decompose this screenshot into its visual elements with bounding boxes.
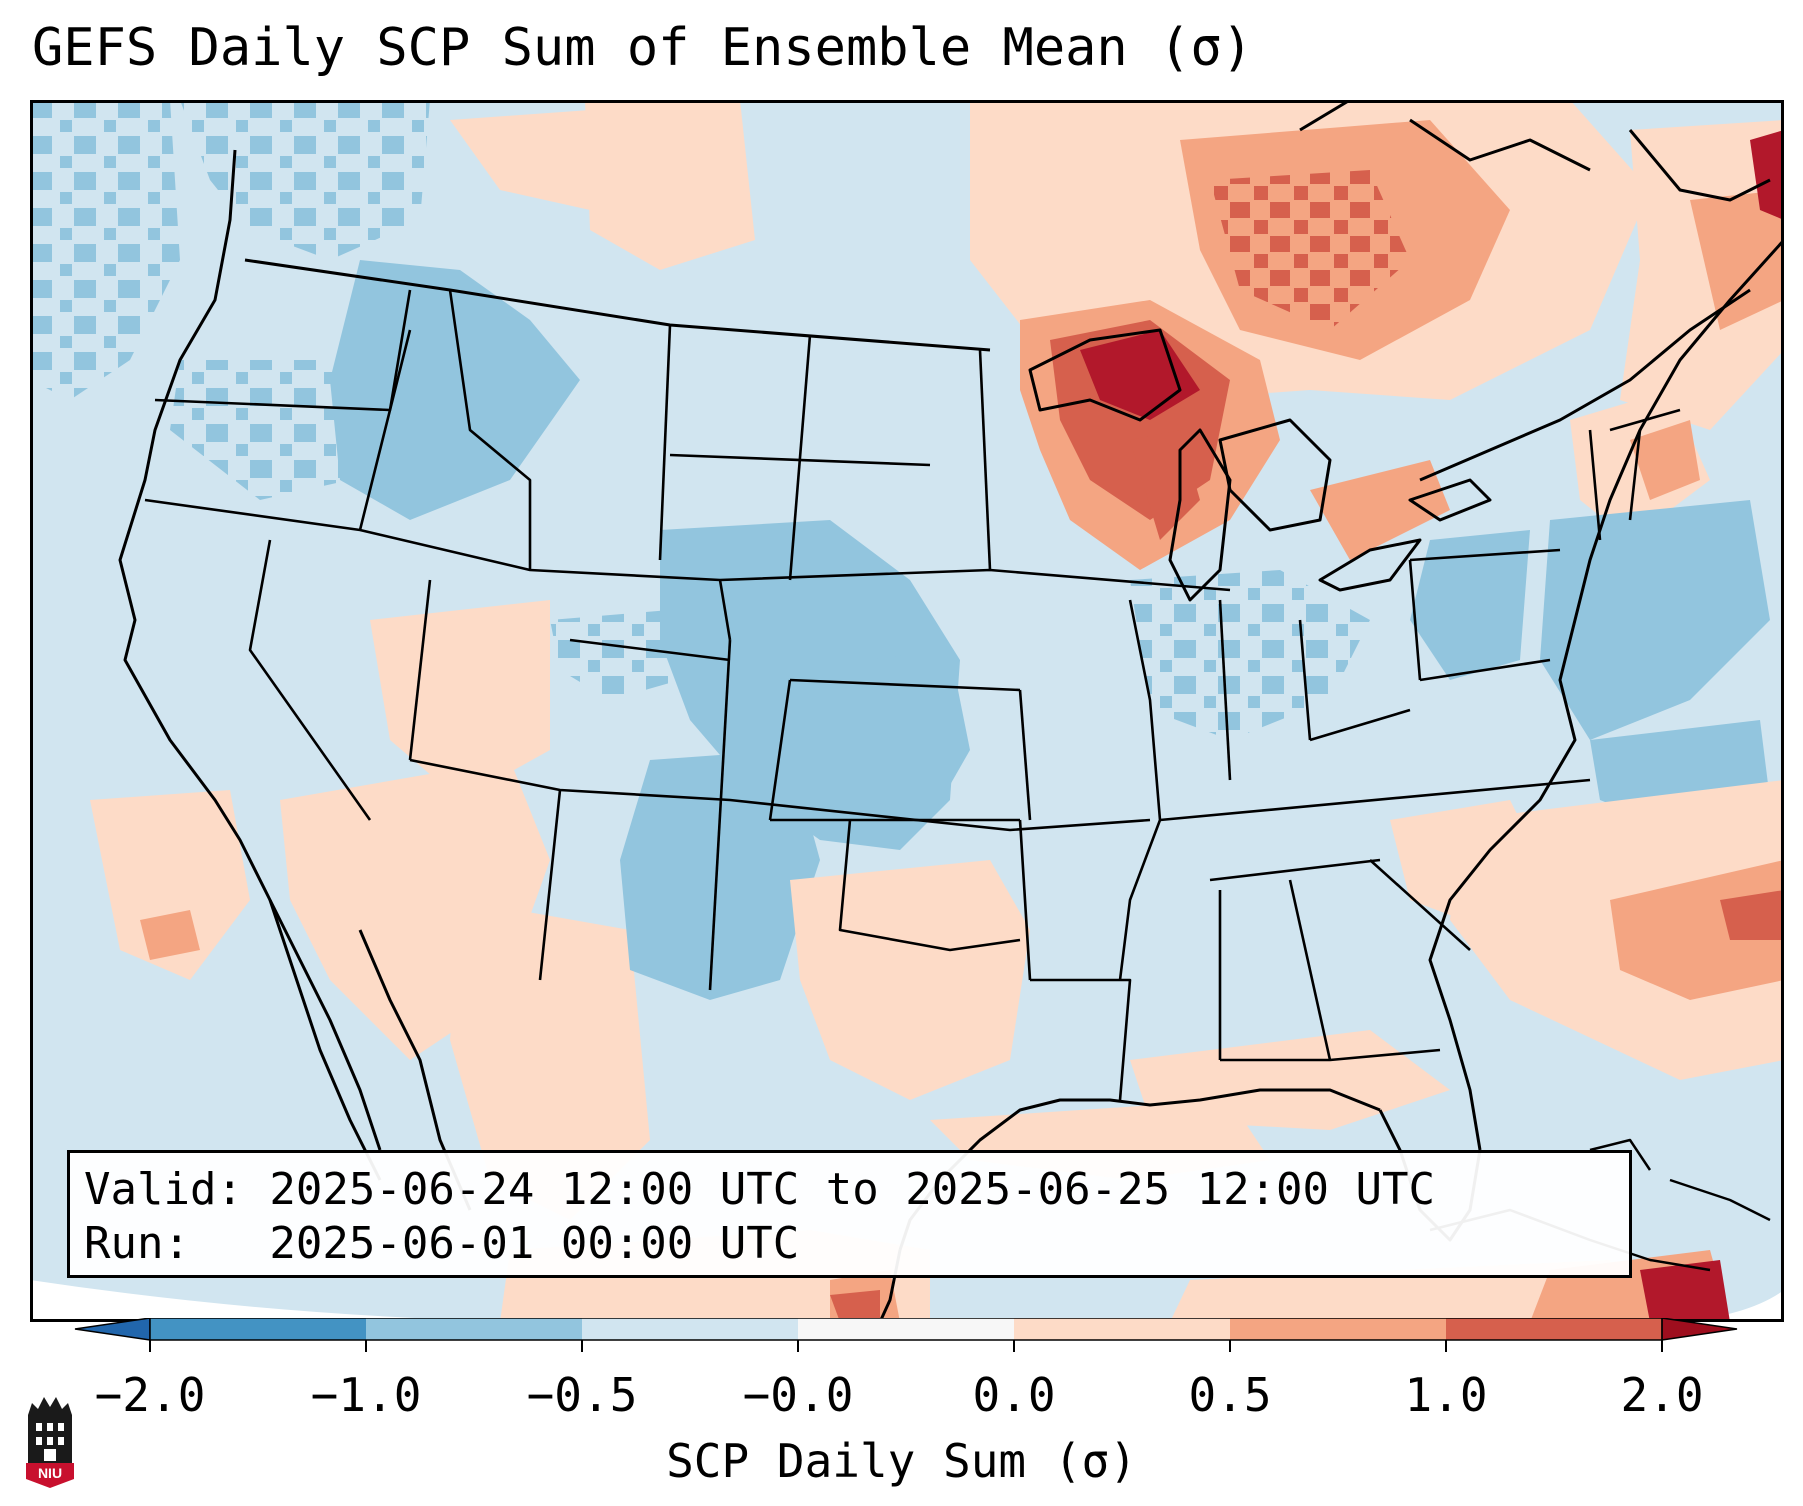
colorbar-ticks	[149, 1340, 1663, 1352]
colorbar-tick-label: −1.0	[310, 1368, 422, 1422]
colorbar-segment-4	[798, 1318, 1014, 1340]
valid-time-line: Valid: 2025-06-24 12:00 UTC to 2025-06-2…	[84, 1164, 1436, 1215]
state-borders	[144, 289, 1681, 1101]
map-outside-projection-right	[1680, 1290, 1784, 1322]
colorbar-under-arrow	[74, 1318, 151, 1341]
colorbar-tick-label: 0.0	[972, 1368, 1056, 1422]
colorbar-tick-label: 1.0	[1404, 1368, 1488, 1422]
colorbar-tick-label: −0.0	[742, 1368, 854, 1422]
colorbar-segment-2	[366, 1318, 582, 1340]
colorbar-segment-5	[1014, 1318, 1230, 1340]
colorbar-title: SCP Daily Sum (σ)	[666, 1434, 1137, 1488]
colorbar-segment-3	[582, 1318, 798, 1340]
colorbar-segment-7	[1446, 1318, 1662, 1340]
anomaly-field	[30, 100, 1784, 1322]
niu-logo-text: NIU	[38, 1465, 62, 1481]
run-time-line: Run: 2025-06-01 00:00 UTC	[84, 1218, 800, 1269]
colorbar-tick-label: 2.0	[1620, 1368, 1704, 1422]
map-outside-projection	[30, 1280, 630, 1322]
niu-logo: NIU	[26, 1397, 74, 1488]
map-panel	[30, 100, 1784, 1322]
colorbar-tick-label: 0.5	[1188, 1368, 1272, 1422]
colorbar-segment-1	[150, 1318, 366, 1340]
colorbar-outline	[149, 1318, 1663, 1341]
colorbar-tick-label: −0.5	[526, 1368, 638, 1422]
colorbar	[74, 1318, 1738, 1352]
colorbar-tick-label: −2.0	[94, 1368, 206, 1422]
valid-run-info-box: Valid: 2025-06-24 12:00 UTC to 2025-06-2…	[67, 1150, 1632, 1278]
colorbar-segment-6	[1230, 1318, 1446, 1340]
colorbar-over-arrow	[1661, 1318, 1738, 1341]
chart-title: GEFS Daily SCP Sum of Ensemble Mean (σ)	[32, 18, 1253, 78]
